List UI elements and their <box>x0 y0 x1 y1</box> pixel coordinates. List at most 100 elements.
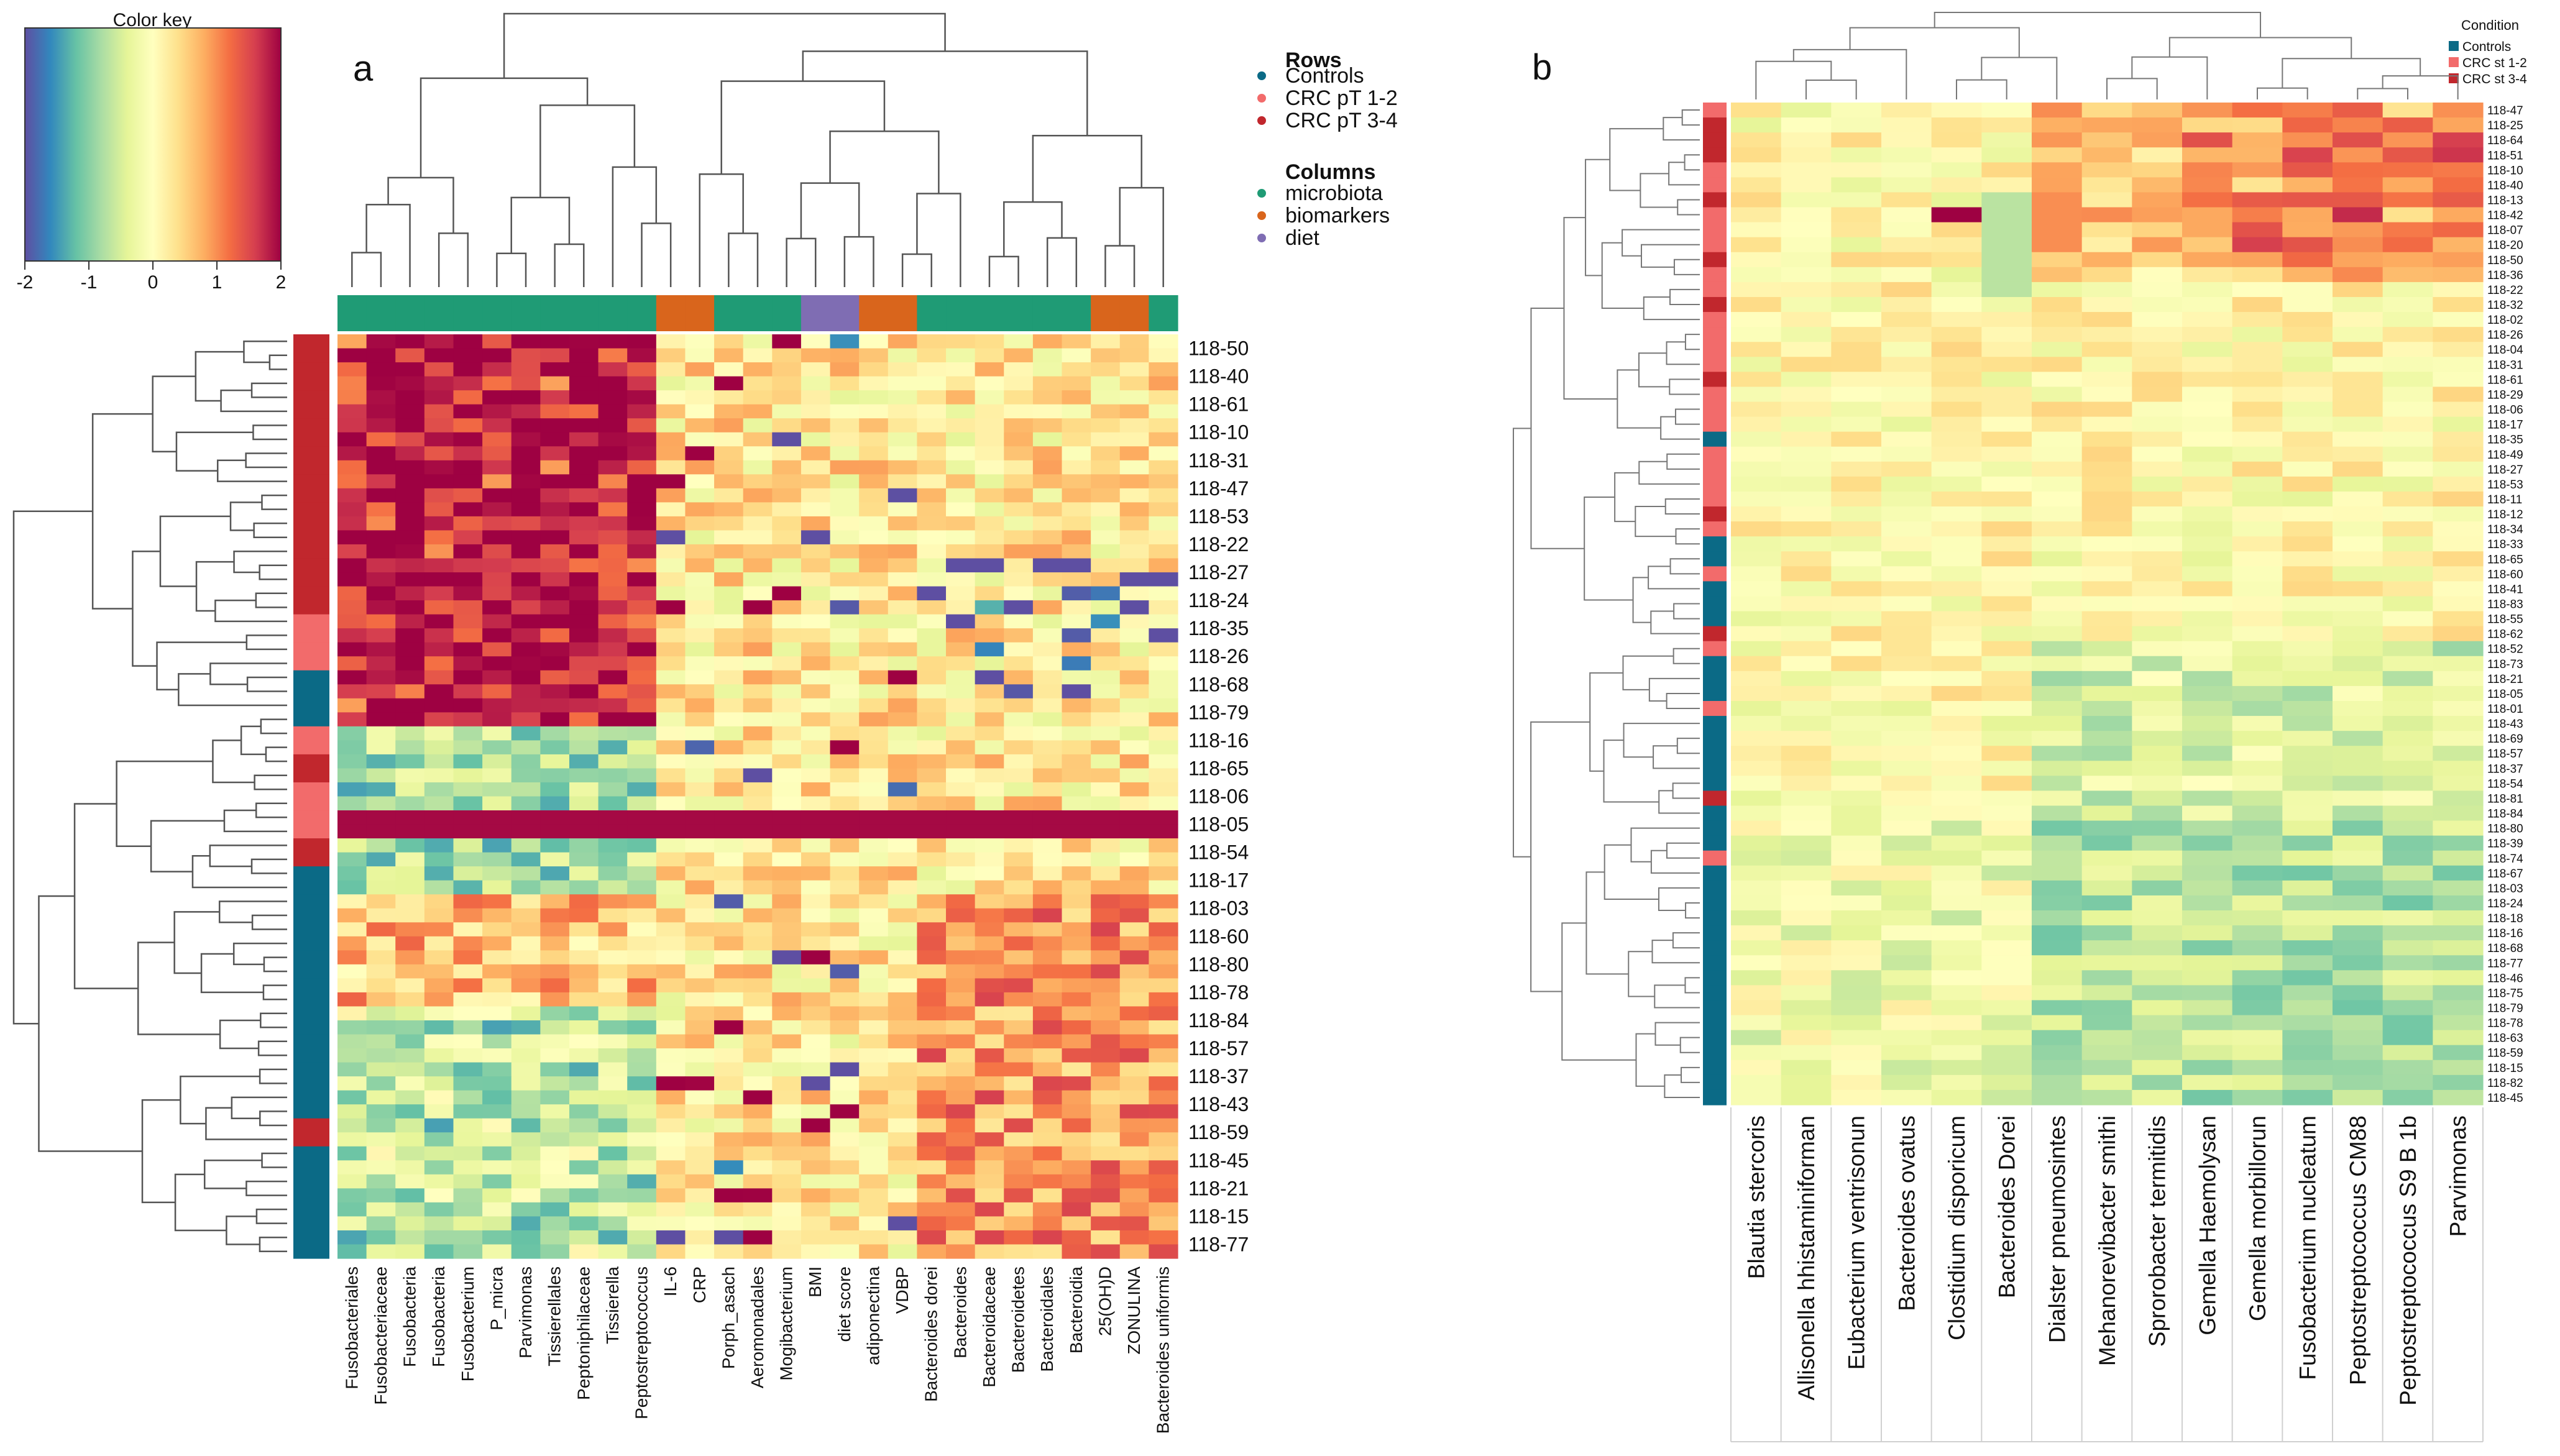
column-label: Bacteroidaceae <box>979 1266 999 1388</box>
heatmap-cell <box>1091 614 1121 629</box>
heatmap-cell <box>975 894 1004 909</box>
dendrogram-branch <box>195 350 244 402</box>
heatmap-cell <box>772 712 802 727</box>
heatmap-cell <box>888 740 918 755</box>
heatmap-b-cell <box>1881 431 1932 447</box>
heatmap-cell <box>830 530 860 545</box>
heatmap-b-cell <box>2433 416 2484 433</box>
heatmap-b-cell <box>2132 222 2183 238</box>
heatmap-cell <box>337 978 367 993</box>
heatmap-cell <box>1032 614 1063 629</box>
heatmap-b-cell <box>1881 192 1932 208</box>
heatmap-cell <box>453 586 483 601</box>
heatmap-cell <box>569 950 599 965</box>
heatmap-cell <box>888 796 918 811</box>
heatmap-cell <box>395 1076 425 1091</box>
dendrogram-branch <box>212 739 255 784</box>
heatmap-cell <box>511 390 541 405</box>
heatmap-cell <box>598 362 628 377</box>
heatmap-cell <box>975 1244 1004 1259</box>
heatmap-cell <box>685 516 715 531</box>
heatmap-cell <box>830 866 860 881</box>
heatmap-cell <box>772 362 802 377</box>
heatmap-cell <box>337 1104 367 1119</box>
heatmap-cell <box>627 558 657 573</box>
heatmap-cell <box>946 1216 976 1231</box>
heatmap-cell <box>975 670 1004 685</box>
heatmap-b-cell <box>1981 835 2032 851</box>
column-label-b: Clostidium disporicum <box>1944 1115 1970 1340</box>
heatmap-cell <box>395 586 425 601</box>
heatmap-cell <box>395 642 425 657</box>
heatmap-cell <box>772 964 802 979</box>
heatmap-b-cell <box>1981 865 2032 881</box>
dendrogram-branch <box>1653 745 1700 769</box>
heatmap-b-cell <box>1981 671 2032 687</box>
heatmap-b-cell <box>2333 641 2383 657</box>
heatmap-cell <box>1032 964 1063 979</box>
heatmap-cell <box>772 1090 802 1105</box>
heatmap-cell <box>714 446 744 461</box>
heatmap-cell <box>917 1048 947 1063</box>
row-condition-cell-b <box>1703 192 1727 208</box>
heatmap-b-cell <box>2433 685 2484 702</box>
heatmap-cell <box>888 712 918 727</box>
heatmap-cell <box>859 614 889 629</box>
heatmap-cell <box>859 698 889 713</box>
heatmap-cell <box>511 530 541 545</box>
heatmap-cell <box>1091 586 1121 601</box>
heatmap-cell <box>540 376 570 391</box>
heatmap-cell <box>1119 1160 1149 1175</box>
heatmap-cell <box>337 404 367 419</box>
heatmap-b-cell <box>2333 327 2383 342</box>
heatmap-cell <box>772 1188 802 1203</box>
row-label: 118-31 <box>1188 449 1249 472</box>
heatmap-cell <box>714 390 744 405</box>
row-condition-cell <box>293 1118 329 1147</box>
heatmap-cell <box>569 656 599 671</box>
heatmap-b-cell <box>1781 506 1832 522</box>
heatmap-cell <box>772 460 802 475</box>
heatmap-cell <box>569 1006 599 1021</box>
heatmap-cell <box>830 698 860 713</box>
heatmap-cell <box>685 460 715 475</box>
heatmap-cell <box>424 698 454 713</box>
heatmap-cell <box>1091 1048 1121 1063</box>
heatmap-cell <box>598 740 628 755</box>
heatmap-cell <box>656 418 686 433</box>
heatmap-cell <box>685 1146 715 1161</box>
heatmap-cell <box>714 1146 744 1161</box>
row-condition-cell <box>293 1062 329 1091</box>
heatmap-cell <box>1149 726 1178 741</box>
heatmap-b-cell <box>1781 731 1832 746</box>
dendrogram-branch <box>641 222 672 287</box>
row-label-b: 118-75 <box>2487 987 2523 1000</box>
heatmap-b-cell <box>2232 132 2283 148</box>
heatmap-cell <box>714 404 744 419</box>
row-label-b: 118-27 <box>2487 464 2523 477</box>
heatmap-cell <box>337 642 367 657</box>
heatmap-b-cell <box>1731 940 1782 956</box>
heatmap-cell <box>946 1062 976 1077</box>
row-label-b: 118-15 <box>2487 1062 2523 1075</box>
heatmap-cell <box>946 362 976 377</box>
heatmap-cell <box>743 1132 773 1147</box>
heatmap-cell <box>627 684 657 699</box>
heatmap-cell <box>511 1076 541 1091</box>
heatmap-b-cell <box>2382 746 2433 761</box>
heatmap-b-cell <box>1831 1000 1882 1016</box>
heatmap-cell <box>656 1244 686 1259</box>
heatmap-b-cell <box>2081 716 2132 731</box>
heatmap-cell <box>1149 446 1178 461</box>
heatmap-cell <box>830 754 860 769</box>
heatmap-cell <box>540 586 570 601</box>
heatmap-b-cell <box>1931 461 1982 477</box>
heatmap-b-cell <box>2433 656 2484 672</box>
heatmap-b-cell <box>1781 656 1832 672</box>
heatmap-cell <box>743 936 773 951</box>
heatmap-cell <box>888 656 918 671</box>
heatmap-cell <box>366 684 396 699</box>
heatmap-cell <box>366 670 396 685</box>
heatmap-cell <box>569 544 599 559</box>
heatmap-cell <box>511 964 541 979</box>
